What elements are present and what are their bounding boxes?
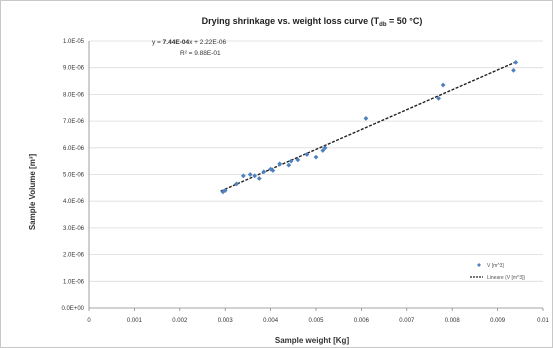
equation-prefix: y = (152, 39, 163, 46)
equation-suffix: x + 2.22E-06 (189, 39, 226, 46)
data-point (513, 59, 519, 65)
trendline-equation: y = 7.44E-04x + 2.22E-06 (152, 39, 226, 46)
data-point (440, 82, 446, 88)
data-point (234, 181, 239, 187)
x-tick-label: 0.01 (537, 318, 549, 324)
y-tick-label: 5.0E-06 (63, 173, 85, 179)
legend-label-points: V [m^3] (487, 263, 504, 269)
chart-title: Drying shrinkage vs. weight loss curve (… (202, 16, 423, 28)
data-point (313, 154, 319, 160)
data-point (222, 188, 228, 193)
trendline (220, 61, 517, 192)
equation-slope: 7.44E-04 (163, 39, 190, 46)
y-tick-label: 6.0E-06 (63, 146, 85, 152)
x-tick-label: 0.009 (490, 318, 506, 324)
x-tick-label: 0.001 (127, 318, 143, 324)
data-point (288, 158, 294, 164)
x-tick-label: 0 (87, 318, 91, 324)
data-point (295, 157, 301, 163)
x-tick-labels: 0 0.001 0.002 0.003 0.004 0.005 0.006 0.007 0.00… (87, 318, 549, 324)
y-tick-label: 8.0E-06 (63, 92, 85, 98)
y-tick-label: 9.0E-06 (63, 66, 85, 72)
data-point (304, 152, 310, 157)
data-point (240, 173, 246, 179)
data-point (270, 168, 276, 173)
y-tick-label: 1.0E-05 (63, 39, 85, 45)
legend: V [m^3] Lineare (V [m^3]) (470, 263, 526, 281)
y-tick-label: 1.0E-06 (63, 279, 85, 285)
y-tick-label: 7.0E-06 (63, 119, 85, 125)
x-axis-title: Sample weight [Kg] (275, 336, 350, 345)
data-point (261, 169, 267, 175)
x-tick-label: 0.006 (354, 318, 370, 324)
axes (88, 41, 544, 311)
chart-title-prefix: Drying shrinkage vs. weight loss curve (… (202, 16, 380, 26)
legend-marker-points (477, 263, 481, 267)
x-tick-label: 0.007 (399, 318, 415, 324)
data-point (320, 148, 326, 153)
data-point (252, 173, 258, 179)
data-point (436, 96, 441, 101)
y-tick-label: 0.0E+00 (61, 306, 84, 312)
y-tick-label: 4.0E-06 (63, 199, 85, 205)
x-tick-label: 0.003 (218, 318, 234, 324)
x-tick-label: 0.004 (263, 318, 279, 324)
x-tick-label: 0.008 (445, 318, 461, 324)
data-point (247, 172, 253, 177)
data-point (256, 176, 262, 181)
x-tick-label: 0.005 (308, 318, 324, 324)
chart-title-suffix: = 50 °C) (387, 16, 423, 26)
data-point (322, 145, 328, 151)
data-point (363, 116, 369, 121)
grid-lines (89, 40, 543, 282)
data-series (220, 59, 519, 195)
chart-title-subscript: db (379, 22, 387, 28)
data-point (286, 162, 292, 168)
y-tick-labels: 0.0E+00 1.0E-06 2.0E-06 3.0E-06 4.0E-06 5.0E-… (61, 39, 84, 312)
r-squared: R² = 9.88E-01 (180, 50, 221, 57)
y-axis-title: Sample Volume [m³] (28, 154, 37, 231)
data-point (277, 161, 283, 167)
data-point (220, 189, 226, 195)
y-tick-label: 3.0E-06 (63, 226, 85, 232)
data-point (511, 67, 516, 73)
legend-label-trendline: Lineare (V [m^3]) (487, 275, 526, 281)
y-tick-label: 2.0E-06 (63, 253, 85, 259)
x-tick-label: 0.002 (172, 318, 188, 324)
